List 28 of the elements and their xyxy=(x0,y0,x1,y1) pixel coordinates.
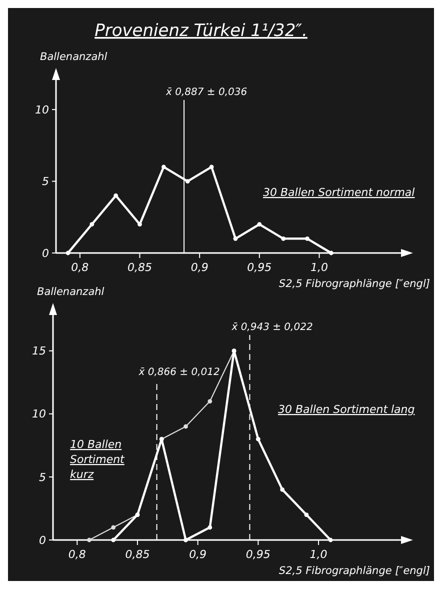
y-tick-label: 0 xyxy=(39,534,46,547)
chart-title: Provenienz Türkei 1¹/32″. xyxy=(94,21,308,41)
ref-line-label: x̄ 0,943 ± 0,022 xyxy=(230,322,313,333)
x-tick-label: 1,0 xyxy=(310,548,328,561)
y-axis-title: Ballenanzahl xyxy=(37,286,104,298)
x-tick-label: 0,85 xyxy=(128,261,152,274)
y-tick-label: 0 xyxy=(42,246,49,260)
x-tick-label: 0,8 xyxy=(68,548,86,561)
x-tick-label: 0,95 xyxy=(246,548,270,561)
y-axis-title: Ballenanzahl xyxy=(40,51,108,63)
x-tick-label: 0,85 xyxy=(125,548,150,561)
x-tick-label: 0,9 xyxy=(190,261,208,274)
x-tick-label: 1,0 xyxy=(310,261,328,274)
text: 10 Ballen Sortiment kurz xyxy=(70,438,126,481)
text: 30 Ballen Sortiment lang xyxy=(278,403,415,416)
y-tick-label: 10 xyxy=(32,408,46,421)
x-tick-label: 0,9 xyxy=(189,548,207,561)
y-tick-label: 10 xyxy=(35,103,49,116)
x-axis-title: S2,5 Fibrographlänge [″engl] xyxy=(278,565,430,577)
y-tick-label: 5 xyxy=(42,175,49,188)
x-axis-title: S2,5 Fibrographlänge [″engl] xyxy=(278,278,430,290)
y-tick-label: 15 xyxy=(32,344,46,358)
x-tick-label: 0,95 xyxy=(247,261,272,274)
x-tick-label: 0,8 xyxy=(71,261,89,274)
ref-line-label: x̄ 0,866 ± 0,012 xyxy=(138,367,220,378)
text: 30 Ballen Sortiment normal xyxy=(263,186,415,199)
y-tick-label: 5 xyxy=(39,470,46,484)
ref-line-label: x̄ 0,887 ± 0,036 xyxy=(165,87,248,98)
